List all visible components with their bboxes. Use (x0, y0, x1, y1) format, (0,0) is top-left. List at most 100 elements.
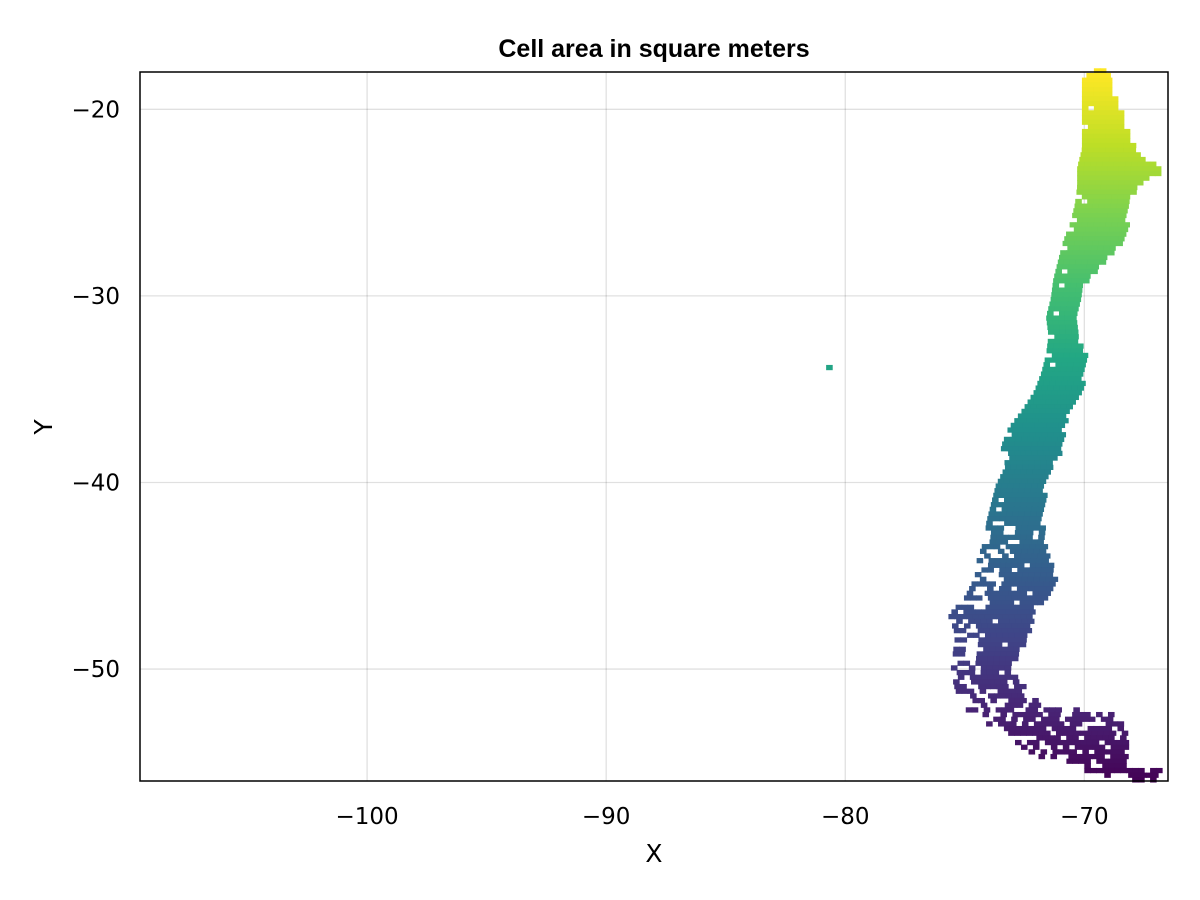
heatmap-cell (1020, 683, 1027, 690)
heatmap-cell (956, 669, 964, 676)
heatmap-cell (1130, 189, 1137, 195)
heatmap-cell (993, 655, 1001, 662)
heatmap-cell (993, 693, 1001, 699)
heatmap-cell (1000, 558, 1008, 564)
heatmap-cell (1048, 366, 1055, 373)
heatmap-cell (1014, 469, 1022, 475)
heatmap-cell (987, 586, 994, 592)
heatmap-cell (1072, 735, 1079, 741)
heatmap-cell (1038, 418, 1045, 424)
heatmap-cell (1025, 441, 1033, 447)
heatmap-cell (1017, 595, 1025, 601)
heatmap-cell (999, 716, 1006, 722)
heatmap-cell (1107, 170, 1114, 177)
heatmap-cell (1099, 110, 1107, 116)
heatmap-cell (1035, 544, 1043, 550)
heatmap-cell (1007, 642, 1015, 648)
heatmap-cell (1020, 441, 1027, 447)
heatmap-cell (1004, 669, 1012, 676)
heatmap-cell (1099, 105, 1107, 111)
heatmap-cell (1063, 390, 1070, 396)
heatmap-cell (1036, 394, 1044, 401)
heatmap-cell (993, 544, 1001, 550)
heatmap-cell (982, 711, 990, 718)
heatmap-cell (1090, 212, 1097, 219)
heatmap-cell (1066, 231, 1073, 237)
heatmap-cell (1093, 105, 1101, 111)
heatmap-cell (1114, 763, 1121, 769)
heatmap-cell (987, 516, 994, 522)
heatmap-cell (1116, 152, 1123, 158)
heatmap-cell (1020, 632, 1028, 638)
heatmap-cell (1005, 609, 1012, 615)
heatmap-cell (1057, 259, 1065, 265)
heatmap-cell (1054, 711, 1061, 718)
heatmap-cell (1036, 735, 1043, 741)
heatmap-cell (1059, 413, 1067, 419)
heatmap-cell (1106, 716, 1114, 722)
heatmap-cell (1051, 292, 1058, 298)
heatmap-cell (1103, 156, 1110, 163)
heatmap-cell (986, 520, 993, 526)
heatmap-cell (989, 581, 996, 587)
heatmap-cell (1105, 133, 1113, 139)
heatmap-cell (988, 651, 996, 657)
heatmap-cell (1035, 562, 1043, 568)
heatmap-cell (1001, 646, 1008, 652)
heatmap-cell (996, 614, 1003, 620)
heatmap-cell (1096, 758, 1103, 764)
heatmap-cell (1048, 404, 1056, 410)
heatmap-cell (1077, 184, 1084, 191)
heatmap-cell (1105, 725, 1113, 732)
heatmap-cell (992, 669, 1000, 676)
heatmap-cell (1001, 707, 1009, 713)
heatmap-cell (954, 683, 961, 690)
heatmap-cell (1083, 180, 1090, 186)
heatmap-cell (1113, 170, 1120, 177)
heatmap-cell (1093, 124, 1101, 130)
heatmap-cell (1059, 338, 1067, 345)
heatmap-cell (1074, 240, 1082, 247)
heatmap-cell (1041, 562, 1049, 568)
heatmap-cell (993, 660, 1000, 666)
heatmap-cell (1021, 478, 1029, 484)
heatmap-cell (1072, 394, 1079, 401)
heatmap-cell (1091, 156, 1098, 163)
heatmap-cell (989, 646, 996, 652)
heatmap-cell (1018, 446, 1026, 452)
heatmap-cell (1034, 572, 1042, 578)
heatmap-cell (1081, 96, 1089, 102)
heatmap-cell (1029, 562, 1037, 568)
heatmap-cell (1025, 553, 1033, 559)
heatmap-cell (1121, 208, 1128, 214)
heatmap-cell (1119, 231, 1127, 237)
heatmap-cell (1073, 707, 1080, 713)
heatmap-cell (1040, 586, 1048, 592)
heatmap-cell (1046, 315, 1053, 321)
heatmap-cell (1066, 306, 1073, 312)
heatmap-cell (1031, 450, 1039, 457)
heatmap-cell (1041, 385, 1049, 391)
heatmap-cell (1025, 450, 1033, 457)
heatmap-cell (990, 530, 998, 536)
heatmap-cell (1051, 376, 1058, 382)
heatmap-cell (1100, 184, 1108, 191)
heatmap-cell (1138, 777, 1145, 783)
heatmap-cell (1109, 208, 1116, 214)
heatmap-cell (979, 548, 987, 554)
heatmap-cell (1123, 147, 1131, 153)
heatmap-cell (1018, 711, 1025, 718)
heatmap-cell (996, 502, 1004, 508)
heatmap-cell (1111, 198, 1118, 205)
heatmap-cell (1014, 590, 1022, 596)
heatmap-cell (1012, 711, 1019, 718)
heatmap-cell (1001, 628, 1009, 634)
heatmap-cell (1083, 184, 1090, 191)
heatmap-cell (1115, 208, 1122, 214)
heatmap-cell (1026, 502, 1034, 508)
heatmap-cell (1080, 739, 1088, 746)
heatmap-cell (1013, 646, 1020, 652)
heatmap-cell (1035, 567, 1042, 573)
heatmap-cell (1011, 544, 1019, 550)
heatmap-cell (997, 604, 1004, 610)
